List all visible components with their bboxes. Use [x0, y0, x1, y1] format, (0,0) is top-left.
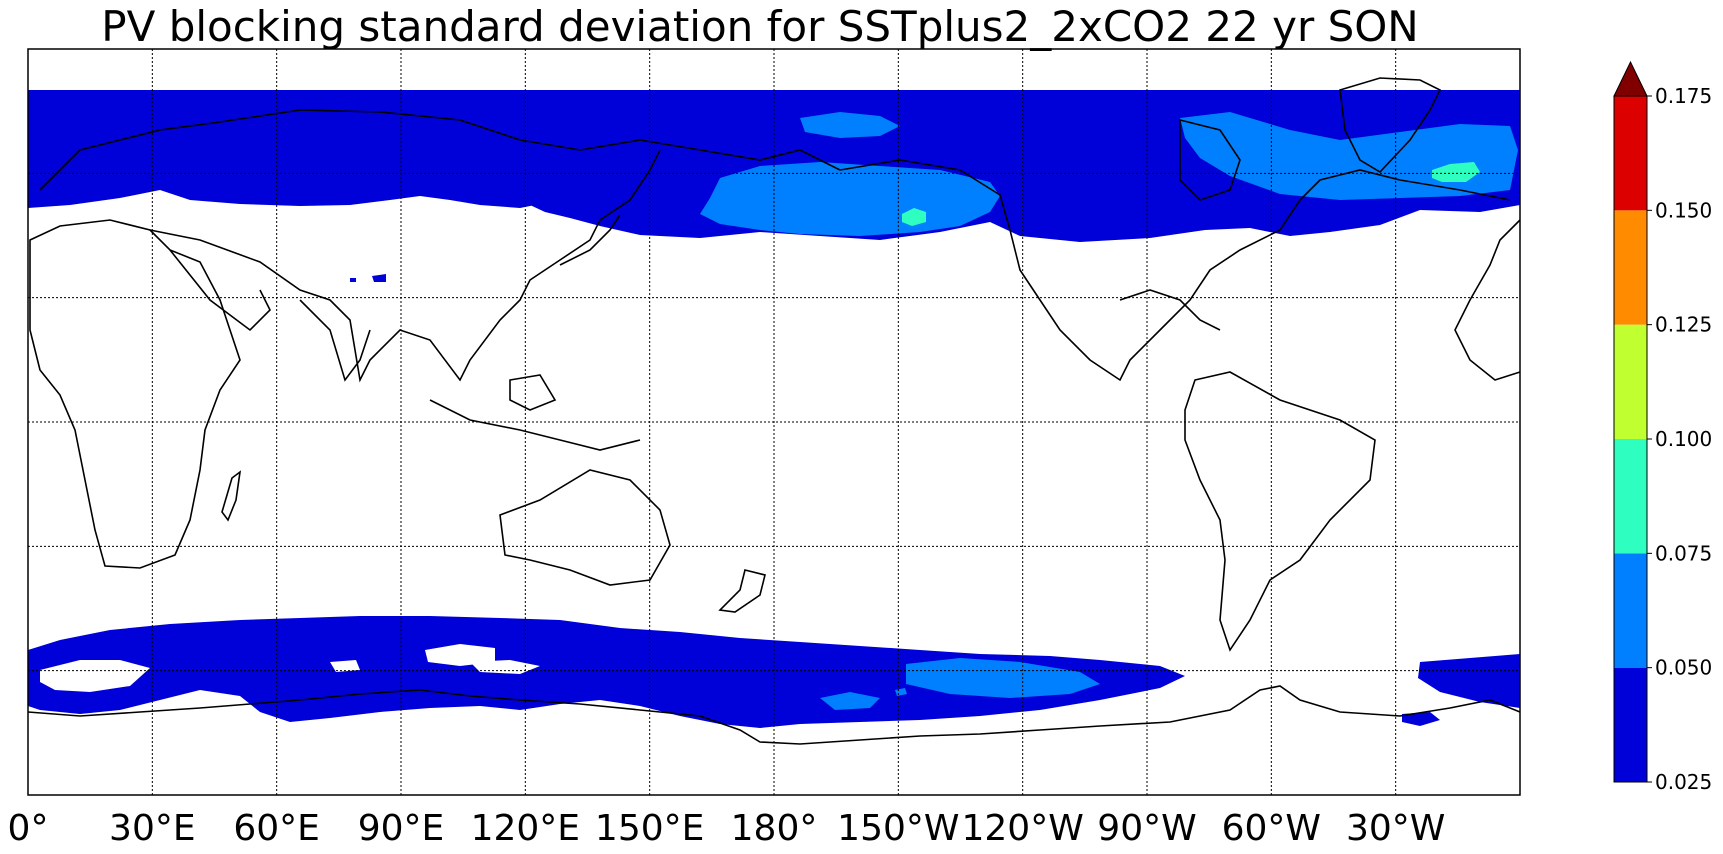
coast-india: [299, 299, 371, 382]
x-tick-label: 60°W: [1222, 808, 1321, 849]
sh-atlantic-0025-2: [1402, 712, 1440, 726]
nh-pacific-0075: [902, 208, 926, 226]
gridlines: [28, 49, 1520, 795]
x-tick-label: 180°: [731, 808, 818, 849]
sh-hole-2: [425, 644, 495, 666]
colorbar-label: 0.050: [1655, 656, 1712, 680]
x-tick-label: 30°E: [109, 808, 196, 849]
x-tick-label: 60°E: [233, 808, 320, 849]
colorbar-segment: [1614, 96, 1647, 211]
coastlines: [27, 77, 1521, 745]
x-tick-label: 0°: [8, 808, 49, 849]
asia-blob: [372, 274, 386, 282]
coast-gulf: [1119, 289, 1221, 331]
sh-hole-1: [40, 660, 150, 692]
coast-arctic-eurasia: [39, 109, 841, 191]
nh-atlantic-0075: [1432, 162, 1480, 182]
colorbar: 0.025 0.050 0.075 0.100 0.125 0.150 0.175: [1613, 60, 1712, 794]
coast-hudson: [1179, 118, 1241, 201]
x-tick-label: 90°E: [358, 808, 445, 849]
coast-antarctica: [27, 685, 1521, 745]
coast-south-america: [1184, 371, 1376, 652]
x-tick-label: 150°W: [837, 808, 959, 849]
colorbar-segment: [1614, 324, 1647, 439]
coast-africa-west-edge: [1454, 219, 1521, 381]
plot-frame: [27, 48, 1521, 796]
nh-bering-0050: [800, 112, 900, 138]
colorbar-label: 0.150: [1655, 198, 1712, 222]
x-tick-label: 120°E: [471, 808, 580, 849]
colorbar-label: 0.075: [1655, 541, 1712, 565]
x-tick-label: 150°E: [595, 808, 704, 849]
colorbar-label: 0.175: [1655, 84, 1712, 108]
colorbar-segment: [1614, 439, 1647, 554]
x-tick-label: 120°W: [962, 808, 1084, 849]
coast-arabia: [169, 249, 271, 332]
colorbar-label: 0.025: [1655, 770, 1712, 794]
x-tick-labels: 0° 30°E 60°E 90°E 120°E 150°E 180° 150°W 120°W 90…: [8, 808, 1446, 849]
sh-hole-3: [330, 660, 360, 672]
sh-band-0025: [28, 616, 1185, 728]
sh-atlantic-0025: [1418, 654, 1520, 708]
coast-greenland: [1339, 77, 1442, 174]
x-tick-label: 90°W: [1097, 808, 1196, 849]
coast-eurasia: [149, 149, 661, 383]
x-tick-label: 30°W: [1346, 808, 1445, 849]
colorbar-label: 0.125: [1655, 313, 1712, 337]
coast-borneo: [509, 374, 557, 411]
chart-title: PV blocking standard deviation for SSTpl…: [101, 2, 1419, 51]
colorbar-extend-triangle: [1613, 60, 1648, 97]
coast-madagascar: [221, 470, 242, 522]
coast-indonesia: [429, 399, 641, 451]
sh-hole-4: [470, 660, 540, 674]
colorbar-segment: [1614, 210, 1647, 325]
coast-africa: [29, 219, 241, 569]
colorbar-label: 0.100: [1655, 427, 1712, 451]
sh-pacific-0050: [906, 658, 1100, 698]
coast-north-america: [839, 159, 1511, 382]
coast-nz: [718, 569, 766, 613]
asia-blob-2: [350, 278, 356, 282]
coast-japan: [559, 214, 621, 266]
colorbar-segment: [1614, 667, 1647, 782]
sh-pacific-0050-2: [820, 692, 880, 710]
colorbar-segment: [1614, 553, 1647, 668]
coast-australia: [499, 469, 671, 586]
